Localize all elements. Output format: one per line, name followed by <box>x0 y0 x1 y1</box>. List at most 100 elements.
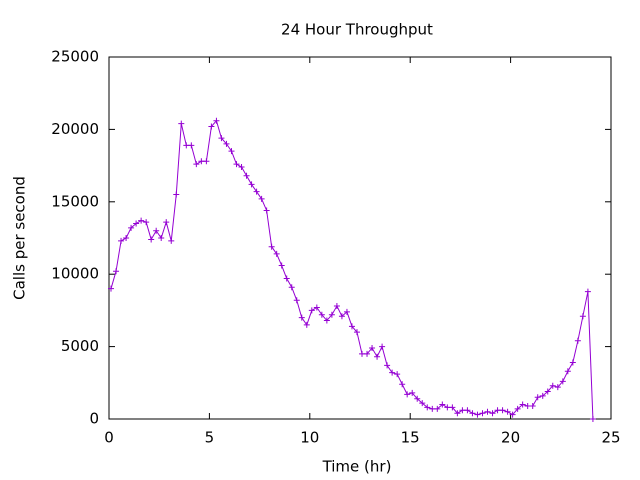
point-marker <box>333 303 340 310</box>
point-marker <box>203 158 210 165</box>
point-marker <box>384 362 391 369</box>
point-marker <box>489 410 496 417</box>
x-tick-label: 20 <box>501 429 520 447</box>
point-marker <box>514 405 521 412</box>
x-tick-label: 15 <box>401 429 420 447</box>
point-marker <box>263 207 270 214</box>
point-marker <box>364 350 371 357</box>
point-marker <box>494 407 501 414</box>
point-marker <box>193 161 200 168</box>
y-tick-label: 25000 <box>51 48 99 66</box>
point-marker <box>564 368 571 375</box>
point-marker <box>353 329 360 336</box>
point-marker <box>288 284 295 291</box>
point-marker <box>419 400 426 407</box>
point-marker <box>584 288 591 295</box>
point-marker <box>439 401 446 408</box>
point-marker <box>158 235 165 241</box>
point-marker <box>298 314 305 321</box>
point-marker <box>108 285 115 292</box>
plot-border <box>108 56 612 420</box>
point-marker <box>313 304 320 311</box>
point-marker <box>534 394 541 401</box>
point-marker <box>379 343 386 350</box>
x-tick-label: 0 <box>104 429 114 447</box>
point-marker <box>479 410 486 417</box>
x-tick-label: 5 <box>205 429 215 447</box>
point-marker <box>188 142 195 149</box>
point-marker <box>414 395 421 402</box>
point-marker <box>464 407 471 414</box>
point-marker <box>293 297 300 304</box>
point-marker <box>424 404 431 411</box>
point-marker <box>474 411 481 418</box>
point-marker <box>283 275 290 282</box>
point-marker <box>238 164 245 171</box>
y-tick-label: 0 <box>89 410 99 428</box>
point-marker <box>308 307 315 314</box>
point-marker <box>148 236 155 243</box>
point-marker <box>539 392 546 399</box>
point-marker <box>248 181 255 188</box>
point-marker <box>554 384 561 391</box>
point-marker <box>228 148 235 155</box>
y-tick-label: 15000 <box>51 192 99 210</box>
x-axis-label: Time (hr) <box>322 458 392 476</box>
point-marker <box>429 405 436 412</box>
y-tick-label: 10000 <box>51 265 99 283</box>
point-marker <box>434 405 441 412</box>
point-marker <box>504 408 511 415</box>
point-marker <box>579 313 586 320</box>
point-marker <box>128 224 135 231</box>
point-marker <box>303 321 310 328</box>
point-marker <box>399 381 406 388</box>
point-marker <box>544 388 551 395</box>
point-marker <box>444 404 451 411</box>
point-marker <box>524 402 531 409</box>
point-marker <box>223 140 230 147</box>
point-marker <box>348 323 355 330</box>
point-marker <box>113 268 120 275</box>
point-marker <box>168 237 175 244</box>
point-marker <box>233 161 240 168</box>
point-marker <box>519 401 526 408</box>
point-marker <box>359 350 366 357</box>
series-line <box>110 119 594 420</box>
point-marker <box>118 237 125 244</box>
point-marker <box>183 142 190 149</box>
point-marker <box>258 195 265 202</box>
point-marker <box>338 313 345 320</box>
point-marker <box>499 407 506 414</box>
point-marker <box>323 317 330 324</box>
point-marker <box>178 120 185 127</box>
x-tick-label: 25 <box>601 429 620 447</box>
point-marker <box>138 217 145 224</box>
point-marker <box>343 308 350 315</box>
point-marker <box>484 408 491 415</box>
point-marker <box>459 407 466 414</box>
point-marker <box>278 262 285 269</box>
point-marker <box>569 359 576 366</box>
point-marker <box>509 411 516 418</box>
point-marker <box>218 135 225 142</box>
y-tick-label: 20000 <box>51 120 99 138</box>
y-tick-label: 5000 <box>61 337 99 355</box>
point-marker <box>404 391 411 398</box>
point-marker <box>143 219 150 226</box>
point-marker <box>123 235 130 241</box>
y-axis-label: Calls per second <box>11 176 29 300</box>
point-marker <box>574 337 581 344</box>
point-marker <box>529 402 536 409</box>
point-marker <box>173 191 180 198</box>
point-marker <box>243 172 250 179</box>
point-marker <box>409 389 416 396</box>
point-marker <box>454 410 461 417</box>
point-marker <box>469 410 476 417</box>
point-marker <box>369 345 376 352</box>
point-marker <box>273 250 280 257</box>
point-marker <box>389 369 396 376</box>
point-marker <box>198 158 205 165</box>
x-tick-label: 10 <box>300 429 319 447</box>
point-marker <box>163 219 170 226</box>
